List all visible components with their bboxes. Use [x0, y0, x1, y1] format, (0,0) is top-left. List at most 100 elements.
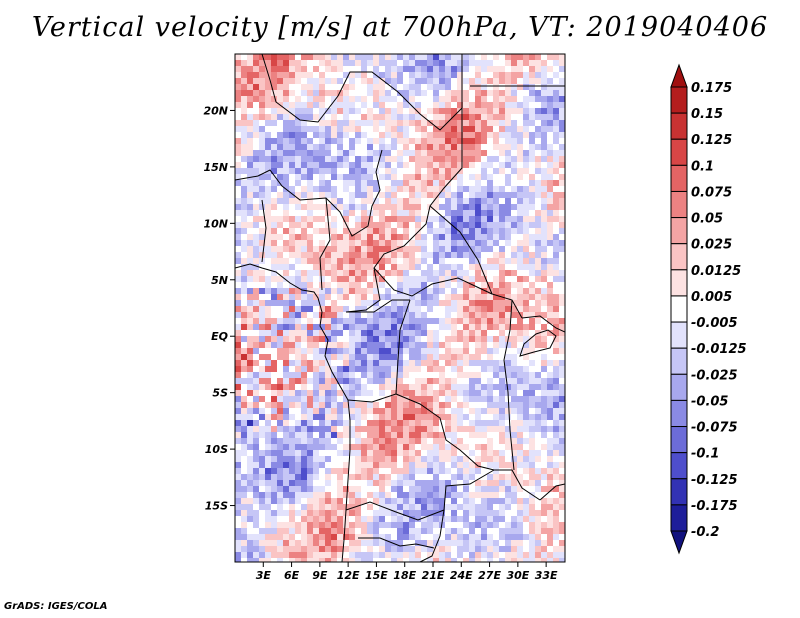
field-cell: [289, 168, 296, 175]
field-cell: [469, 60, 476, 67]
field-cell: [547, 96, 554, 103]
field-cell: [397, 498, 404, 505]
field-cell: [361, 426, 368, 433]
field-cell: [463, 174, 470, 181]
field-cell: [295, 300, 302, 307]
field-cell: [433, 408, 440, 415]
field-cell: [445, 366, 452, 373]
field-cell: [373, 474, 380, 481]
field-cell: [307, 534, 314, 541]
field-cell: [259, 408, 266, 415]
field-cell: [235, 138, 242, 145]
field-cell: [523, 192, 530, 199]
field-cell: [547, 336, 554, 343]
field-cell: [499, 204, 506, 211]
field-cell: [295, 552, 302, 559]
field-cell: [469, 468, 476, 475]
field-cell: [349, 468, 356, 475]
field-cell: [271, 516, 278, 523]
field-cell: [481, 558, 488, 562]
field-cell: [367, 180, 374, 187]
field-cell: [487, 444, 494, 451]
field-cell: [463, 282, 470, 289]
field-cell: [379, 312, 386, 319]
field-cell: [325, 252, 332, 259]
field-cell: [379, 354, 386, 361]
field-cell: [547, 516, 554, 523]
field-cell: [319, 480, 326, 487]
field-cell: [337, 348, 344, 355]
field-cell: [241, 522, 248, 529]
field-cell: [271, 150, 278, 157]
field-cell: [331, 408, 338, 415]
field-cell: [289, 342, 296, 349]
field-cell: [331, 198, 338, 205]
field-cell: [373, 492, 380, 499]
field-cell: [253, 246, 260, 253]
field-cell: [475, 150, 482, 157]
field-cell: [541, 222, 548, 229]
field-cell: [547, 426, 554, 433]
field-cell: [517, 198, 524, 205]
field-cell: [505, 432, 512, 439]
field-cell: [541, 420, 548, 427]
field-cell: [307, 150, 314, 157]
field-cell: [343, 480, 350, 487]
field-cell: [415, 366, 422, 373]
field-cell: [277, 348, 284, 355]
field-cell: [535, 138, 542, 145]
field-cell: [337, 360, 344, 367]
field-cell: [529, 384, 536, 391]
field-cell: [559, 156, 565, 163]
field-cell: [397, 216, 404, 223]
field-cell: [463, 348, 470, 355]
field-cell: [391, 456, 398, 463]
field-cell: [307, 60, 314, 67]
field-cell: [283, 60, 290, 67]
field-cell: [427, 450, 434, 457]
field-cell: [295, 408, 302, 415]
field-cell: [373, 234, 380, 241]
field-cell: [355, 180, 362, 187]
field-cell: [511, 366, 518, 373]
field-cell: [289, 84, 296, 91]
field-cell: [529, 270, 536, 277]
field-cell: [457, 96, 464, 103]
field-cell: [259, 102, 266, 109]
field-cell: [403, 270, 410, 277]
field-cell: [265, 294, 272, 301]
field-cell: [307, 498, 314, 505]
field-cell: [367, 420, 374, 427]
field-cell: [259, 96, 266, 103]
field-cell: [373, 426, 380, 433]
field-cell: [331, 498, 338, 505]
field-cell: [559, 408, 565, 415]
field-cell: [511, 246, 518, 253]
field-cell: [517, 300, 524, 307]
field-cell: [451, 312, 458, 319]
field-cell: [325, 282, 332, 289]
field-cell: [463, 138, 470, 145]
field-cell: [319, 78, 326, 85]
field-cell: [409, 426, 416, 433]
field-cell: [307, 174, 314, 181]
field-cell: [535, 258, 542, 265]
field-cell: [277, 558, 284, 562]
field-cell: [367, 174, 374, 181]
field-cell: [397, 198, 404, 205]
field-cell: [307, 474, 314, 481]
field-cell: [337, 276, 344, 283]
field-cell: [235, 120, 242, 127]
field-cell: [253, 366, 260, 373]
field-cell: [517, 450, 524, 457]
field-cell: [385, 498, 392, 505]
field-cell: [385, 132, 392, 139]
field-cell: [373, 378, 380, 385]
field-cell: [409, 96, 416, 103]
field-cell: [493, 270, 500, 277]
field-cell: [553, 246, 560, 253]
field-cell: [301, 480, 308, 487]
field-cell: [361, 216, 368, 223]
field-cell: [523, 372, 530, 379]
field-cell: [379, 408, 386, 415]
